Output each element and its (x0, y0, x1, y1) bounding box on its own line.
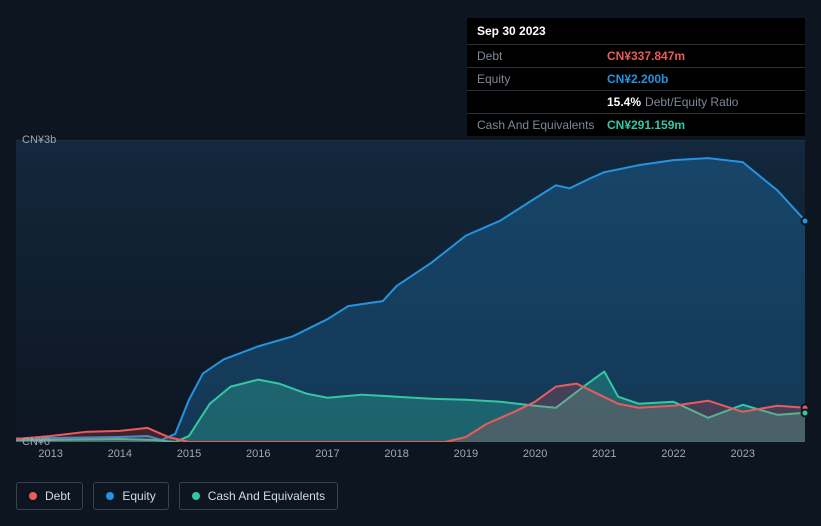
tooltip-label-ratio-blank (477, 95, 607, 109)
legend-label: Equity (122, 489, 155, 503)
chart-svg (16, 140, 805, 442)
tooltip-panel: Sep 30 2023 Debt CN¥337.847m Equity CN¥2… (467, 18, 805, 136)
tooltip-value-debt: CN¥337.847m (607, 49, 685, 63)
x-axis-tick: 2014 (108, 448, 132, 460)
legend-item-debt[interactable]: Debt (16, 482, 83, 510)
y-axis-label: CN¥0 (22, 436, 50, 448)
legend-label: Cash And Equivalents (208, 489, 325, 503)
legend: Debt Equity Cash And Equivalents (16, 482, 338, 510)
tooltip-value-equity: CN¥2.200b (607, 72, 668, 86)
legend-dot-icon (29, 492, 37, 500)
x-axis-tick: 2017 (315, 448, 339, 460)
chart-plot-area[interactable] (16, 140, 805, 442)
x-axis-tick: 2016 (246, 448, 270, 460)
x-axis-tick: 2020 (523, 448, 547, 460)
tooltip-label-cash: Cash And Equivalents (477, 118, 607, 132)
x-axis-tick: 2018 (384, 448, 408, 460)
x-axis-tick: 2021 (592, 448, 616, 460)
x-axis-tick: 2019 (454, 448, 478, 460)
x-axis-tick: 2015 (177, 448, 201, 460)
tooltip-ratio-pct: 15.4% (607, 95, 641, 109)
legend-dot-icon (192, 492, 200, 500)
tooltip-ratio-label: Debt/Equity Ratio (645, 95, 738, 109)
y-axis-label: CN¥3b (22, 134, 56, 146)
legend-item-equity[interactable]: Equity (93, 482, 168, 510)
x-axis-tick: 2013 (38, 448, 62, 460)
tooltip-row-cash: Cash And Equivalents CN¥291.159m (467, 114, 805, 136)
x-axis-tick: 2023 (730, 448, 754, 460)
x-axis: 2013 2014 2015 2016 2017 2018 2019 2020 2021 2022… (16, 448, 805, 468)
tooltip-row-equity: Equity CN¥2.200b (467, 68, 805, 91)
tooltip-date: Sep 30 2023 (467, 18, 805, 45)
tooltip-row-debt: Debt CN¥337.847m (467, 45, 805, 68)
tooltip-value-cash: CN¥291.159m (607, 118, 685, 132)
tooltip-label-debt: Debt (477, 49, 607, 63)
x-axis-tick: 2022 (661, 448, 685, 460)
series-end-marker (801, 216, 810, 225)
legend-dot-icon (106, 492, 114, 500)
series-end-marker (801, 408, 810, 417)
tooltip-row-ratio: 15.4% Debt/Equity Ratio (467, 91, 805, 114)
legend-label: Debt (45, 489, 70, 503)
tooltip-label-equity: Equity (477, 72, 607, 86)
legend-item-cash[interactable]: Cash And Equivalents (179, 482, 338, 510)
tooltip-ratio: 15.4% Debt/Equity Ratio (607, 95, 738, 109)
